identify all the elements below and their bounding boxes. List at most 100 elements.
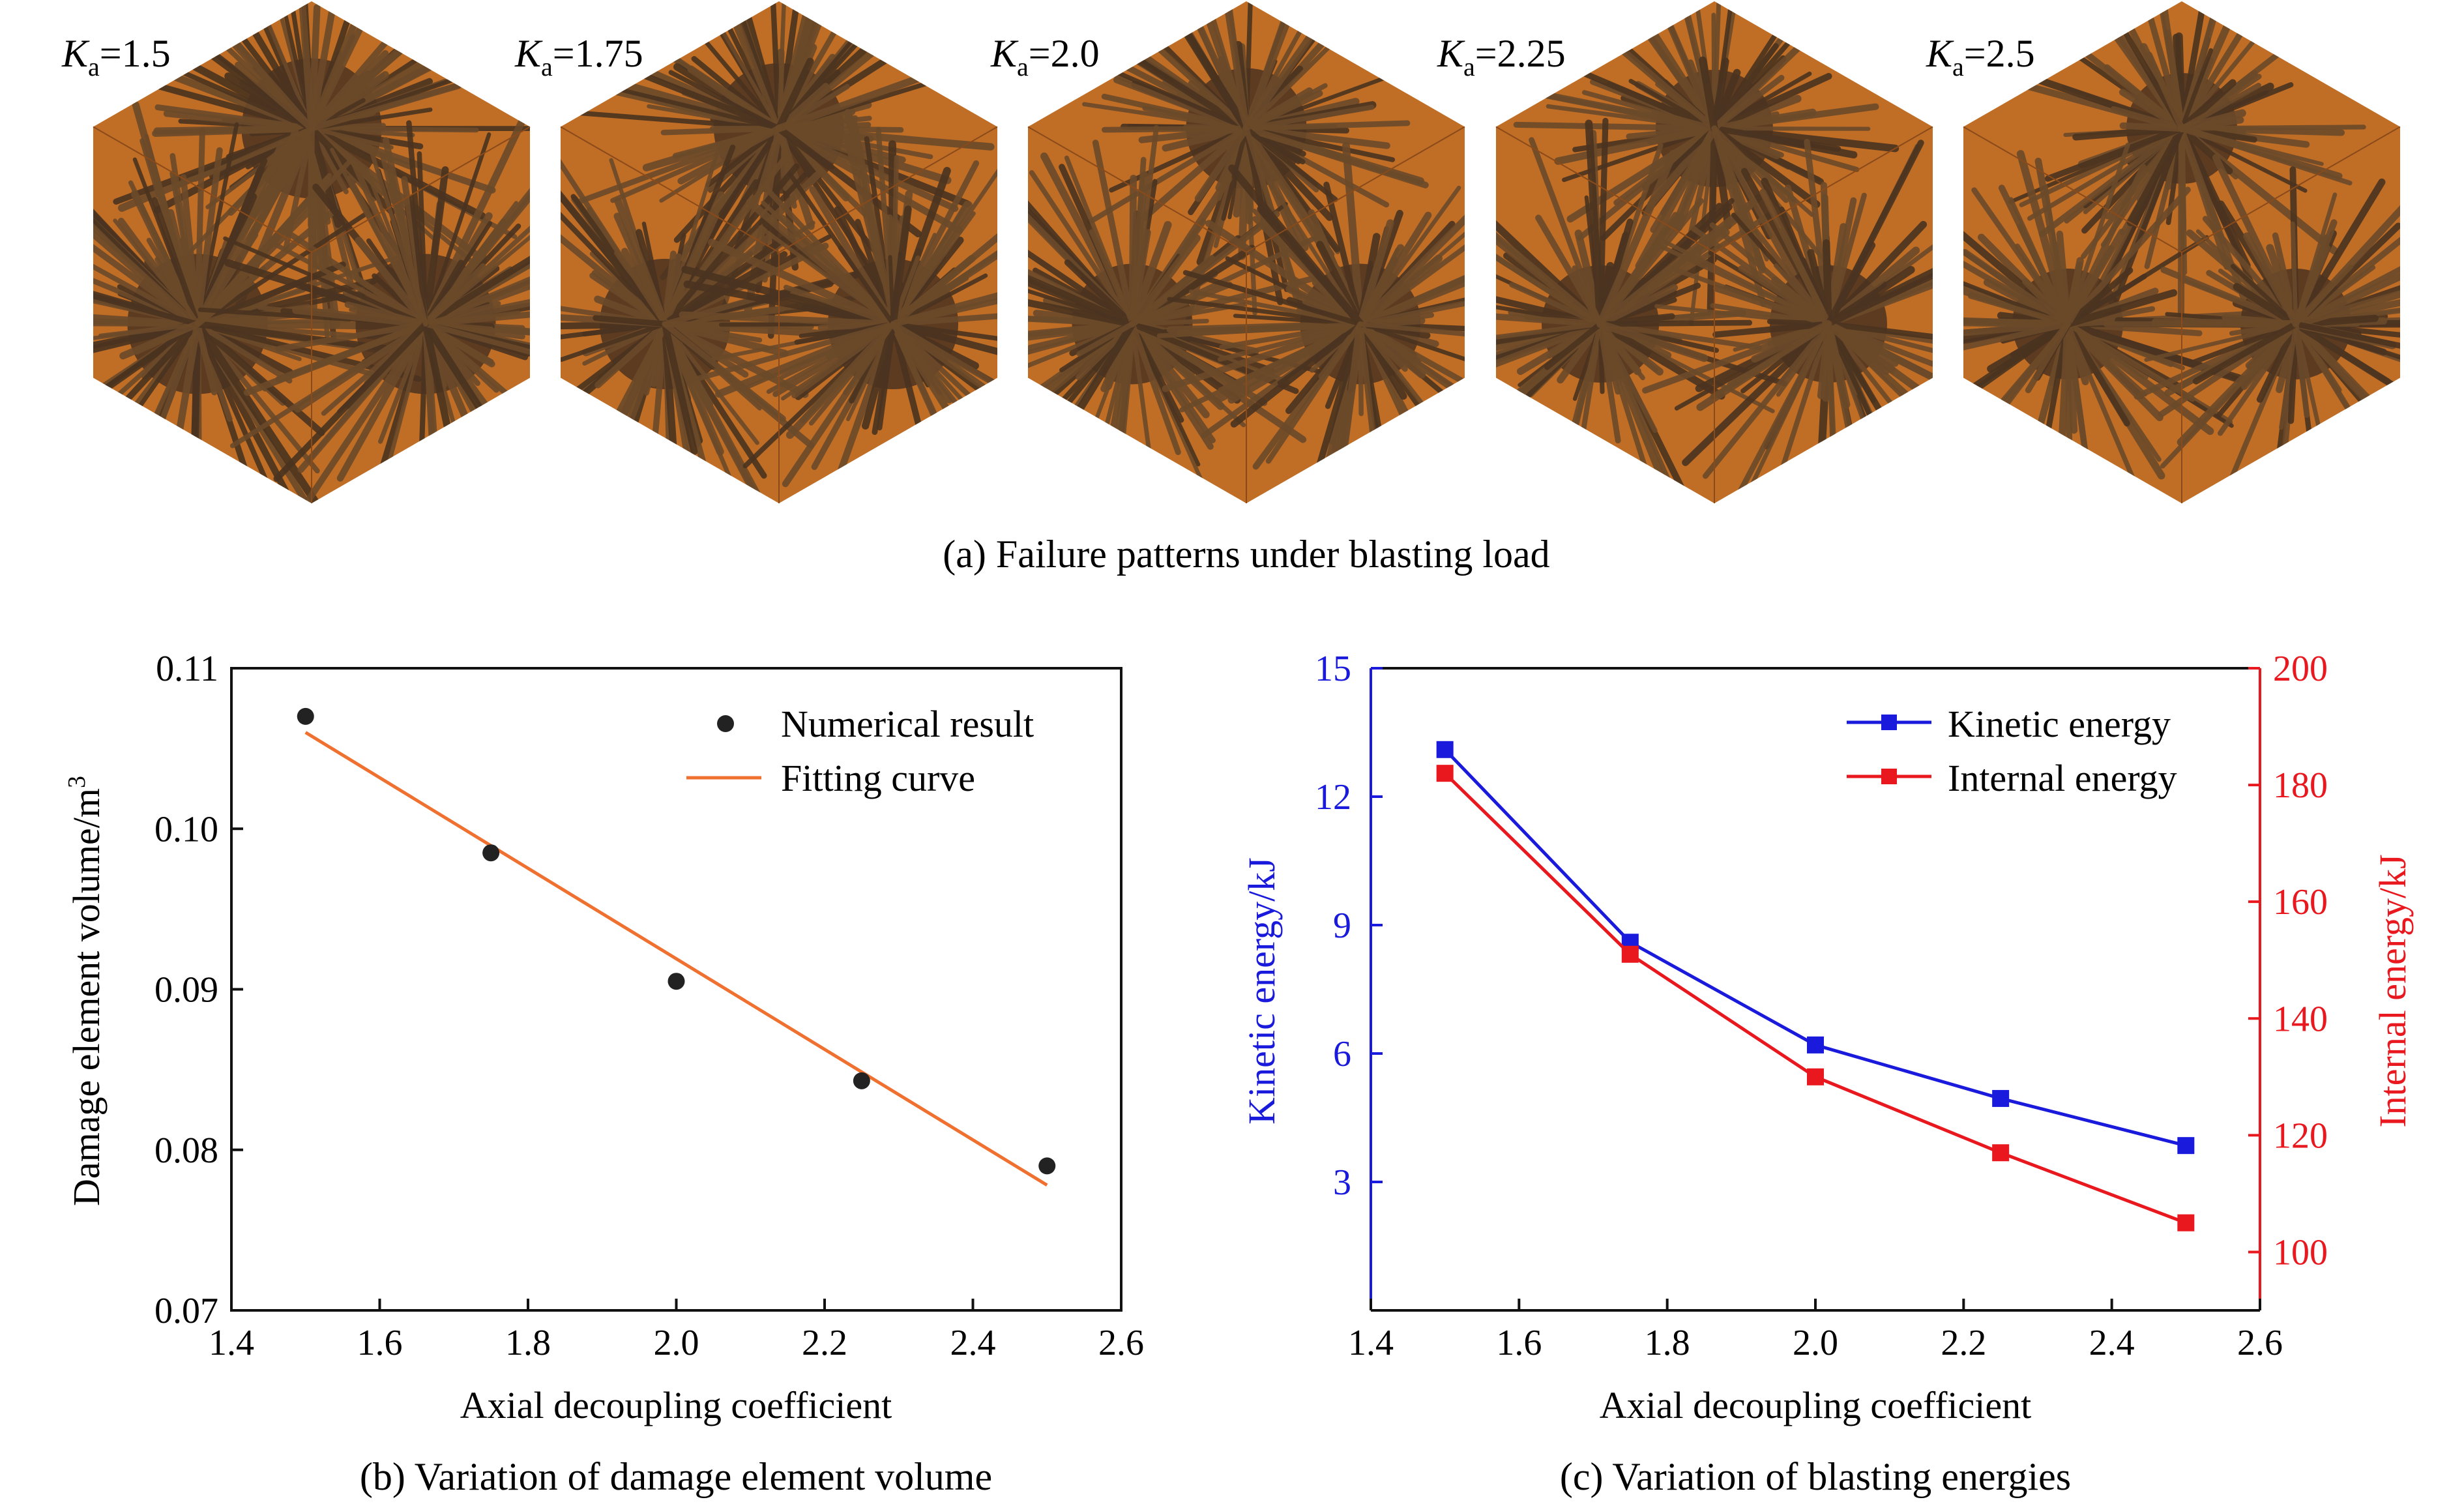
internal-energy-point: [1621, 945, 1639, 963]
crack: [422, 163, 530, 327]
panel-c-caption: (c) Variation of blasting energies: [1560, 1455, 2071, 1498]
crack: [309, 126, 394, 150]
y-tick-label: 0.10: [154, 809, 218, 849]
crack: [1128, 229, 1151, 328]
crack: [309, 73, 385, 131]
crack: [1092, 140, 1136, 327]
crack: [2144, 321, 2298, 362]
crack: [1100, 63, 1249, 131]
left-y-tick-label: 15: [1315, 649, 1351, 689]
crack: [776, 1, 789, 131]
k-value: =2.5: [1964, 32, 2035, 75]
hexagon-edge: [311, 126, 531, 253]
left-y-tick-label: 6: [1333, 1034, 1351, 1074]
kinetic-energy-point: [1807, 1036, 1824, 1054]
crack: [194, 128, 299, 328]
hexagon-label-4: Ka=2.25: [1437, 32, 1566, 81]
y-axis-label-b-text: Damage element volume/m: [65, 788, 108, 1206]
crack: [1635, 125, 1718, 270]
crack: [1357, 197, 1465, 328]
crack: [1825, 321, 1933, 351]
x-tick-label: 1.4: [209, 1323, 254, 1363]
k-value: =2.0: [1029, 32, 1100, 75]
crack-network: [561, 1, 997, 503]
crack: [2192, 321, 2299, 385]
crack: [561, 321, 668, 454]
hexagon-label-3: Ka=2.0: [990, 32, 1100, 81]
crack: [1544, 321, 1604, 370]
crack: [889, 205, 912, 328]
crack: [195, 209, 373, 327]
x-tick-label: 2.2: [802, 1323, 847, 1363]
crack: [1596, 320, 1709, 362]
hexagon-edge: [1963, 126, 2182, 253]
crack: [93, 320, 201, 376]
crack: [1513, 121, 1718, 132]
k-value: =1.75: [553, 32, 643, 75]
crack: [1028, 291, 1136, 328]
crack: [308, 125, 486, 220]
crack: [1640, 1, 1718, 132]
crack: [2027, 126, 2184, 221]
crack: [2064, 320, 2210, 372]
crack: [1826, 321, 1933, 365]
crack: [2279, 321, 2298, 430]
hexagon-edge: [1714, 126, 1933, 253]
crack: [194, 320, 325, 436]
crack: [355, 237, 430, 328]
crack: [703, 1, 782, 131]
hexagon-edge: [1027, 126, 1247, 253]
numerical-point: [1038, 1157, 1056, 1175]
crack: [2241, 321, 2299, 391]
kinetic-energy-point: [1436, 741, 1454, 758]
x-axis-label-c: Axial decoupling coefficient: [1600, 1384, 2031, 1426]
crack: [194, 147, 223, 327]
internal-energy-point: [1436, 765, 1454, 782]
crack: [93, 213, 200, 327]
y-tick-label: 0.08: [154, 1130, 218, 1171]
numerical-point: [853, 1072, 870, 1089]
crack: [1496, 311, 1604, 327]
crack: [2064, 186, 2191, 327]
x-tick-label: 1.6: [357, 1323, 403, 1363]
crack: [1967, 293, 2071, 327]
crack: [194, 127, 205, 327]
crack: [1779, 228, 1832, 328]
crack: [1357, 282, 1465, 327]
damage-volume-chart: 1.4 1.6 1.8 2.0 2.2 2.4 2.6 0.07 0.08 0.09 0.10 0.1…: [63, 649, 1144, 1498]
crack: [1242, 1, 1363, 132]
crack: [2151, 318, 2300, 328]
crack: [683, 280, 897, 328]
crack: [614, 198, 669, 328]
left-y-tick-label: 12: [1315, 777, 1351, 818]
crack: [1228, 164, 1364, 328]
k-symbol: K: [514, 32, 543, 75]
crack: [1712, 126, 1871, 131]
crack: [154, 104, 315, 132]
crack: [1822, 239, 1832, 328]
crack: [2290, 221, 2298, 327]
crack: [2065, 321, 2090, 468]
crack: [2065, 142, 2130, 327]
crack: [890, 211, 976, 327]
legend-label-kinetic: Kinetic energy: [1948, 703, 2171, 745]
crack: [1641, 27, 1718, 132]
x-tick-label: 1.8: [1645, 1323, 1690, 1363]
failure-patterns-panel: Ka=1.5 Ka=1.75 Ka=2.0 Ka=2.25 Ka=2.5: [61, 1, 2401, 503]
crack: [1265, 321, 1364, 464]
kinetic-energy-line: [1443, 748, 2186, 1147]
crack: [1128, 234, 1201, 328]
crack: [2293, 321, 2400, 351]
crack: [1711, 125, 1789, 203]
crack: [594, 320, 669, 389]
right-y-tick-label: 160: [2273, 882, 2328, 922]
crack: [1137, 125, 1250, 224]
crack: [2038, 125, 2185, 237]
crack: [785, 320, 897, 439]
numerical-point: [297, 707, 314, 725]
crack: [561, 198, 668, 327]
crack: [662, 321, 759, 445]
crack: [1657, 243, 1831, 327]
x-axis-label-b: Axial decoupling coefficient: [460, 1384, 892, 1426]
crack: [2119, 89, 2186, 132]
